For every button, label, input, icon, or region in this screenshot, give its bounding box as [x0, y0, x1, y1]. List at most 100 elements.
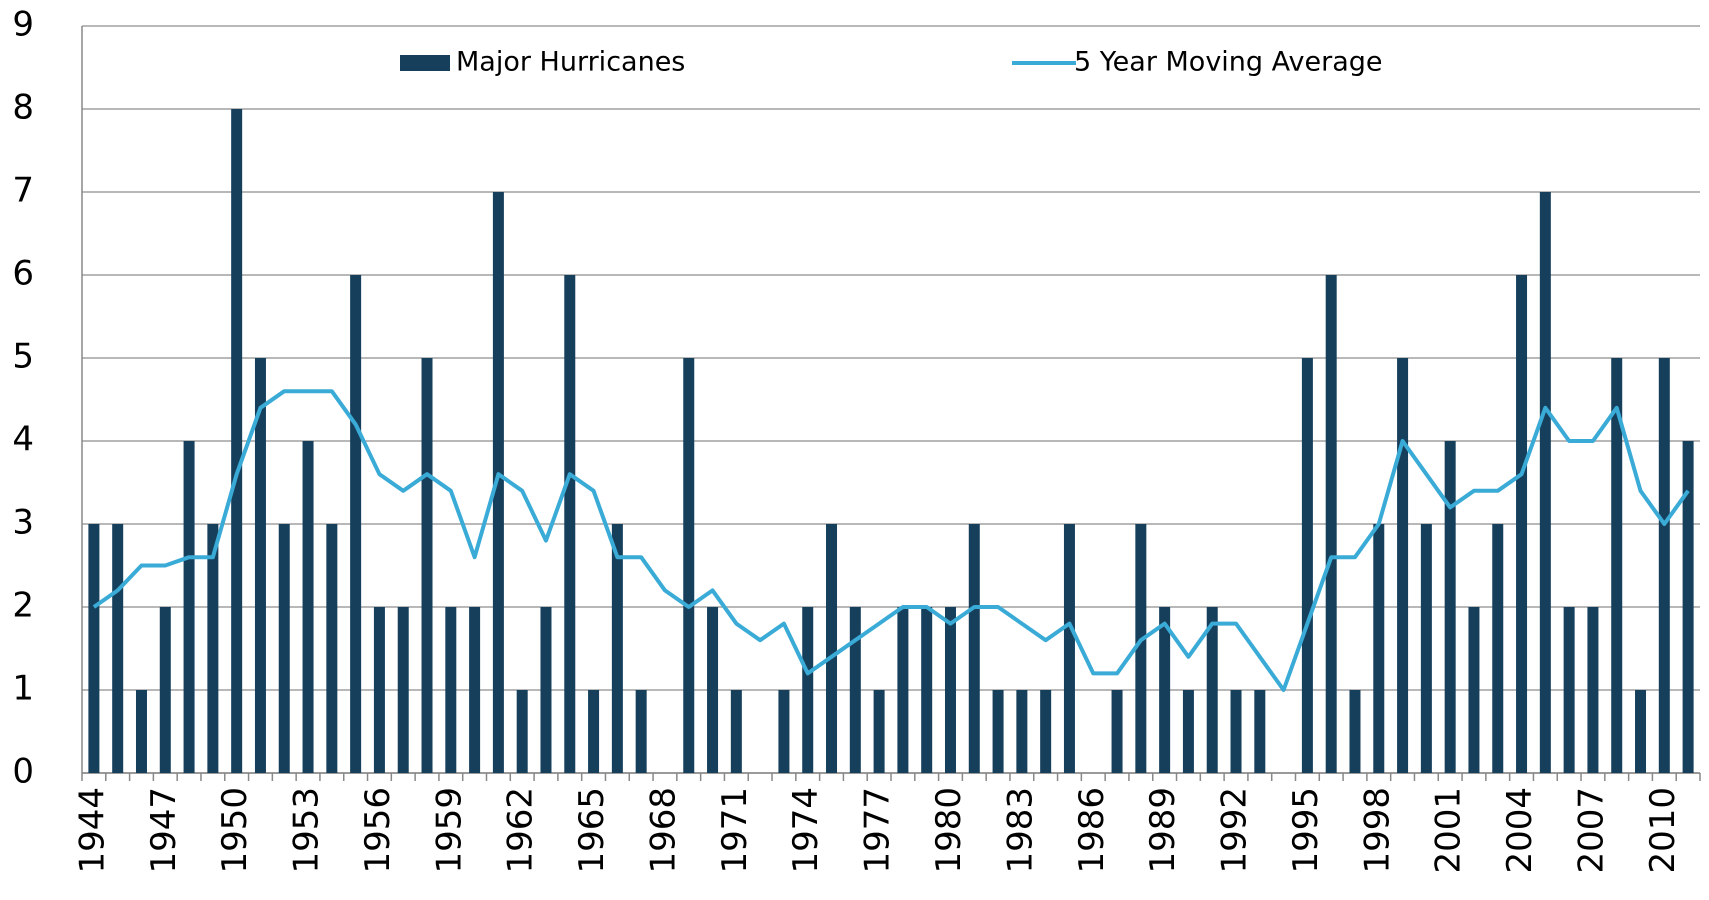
y-tick-label: 6 [12, 254, 34, 294]
bar [350, 275, 362, 773]
x-tick-label: 1965 [572, 787, 612, 874]
bar [826, 524, 838, 773]
line [92, 389, 1690, 692]
y-tick-label: 9 [12, 5, 34, 45]
bar [88, 524, 100, 773]
x-tick-label: 1950 [215, 787, 255, 874]
bar [1182, 690, 1194, 773]
bar [1111, 690, 1123, 773]
bar [1159, 607, 1171, 773]
legend-label: Major Hurricanes [456, 47, 685, 78]
bar [1587, 607, 1599, 773]
bar [159, 607, 171, 773]
y-tick-label: 1 [12, 669, 34, 709]
x-tick-label: 1977 [858, 787, 898, 874]
bar [112, 524, 124, 773]
bar [707, 607, 719, 773]
x-tick-label: 1992 [1215, 787, 1255, 874]
bar [1516, 275, 1528, 773]
bar [445, 607, 457, 773]
bar [873, 690, 885, 773]
bar [1539, 192, 1551, 773]
bar [207, 524, 219, 773]
bar [921, 607, 933, 773]
bar [1635, 690, 1647, 773]
bar [1682, 441, 1694, 773]
bar [611, 524, 623, 773]
x-tick-label: 1962 [501, 787, 541, 874]
x-tick-label: 1944 [72, 787, 112, 874]
bar [849, 607, 861, 773]
bar [802, 607, 814, 773]
x-tick-label: 2004 [1500, 787, 1540, 874]
x-tick-label: 1974 [786, 787, 826, 874]
bar [516, 690, 528, 773]
bar [635, 690, 647, 773]
bar [278, 524, 290, 773]
y-tick-label: 7 [12, 171, 34, 211]
y-tick-label: 4 [12, 420, 34, 460]
bar [1016, 690, 1028, 773]
x-tick-label: 1947 [144, 787, 184, 874]
y-tick-label: 8 [12, 88, 34, 128]
x-tick-label: 1980 [929, 787, 969, 874]
bar [421, 358, 433, 773]
bar [1206, 607, 1218, 773]
bar [492, 192, 504, 773]
x-tick-label: 1959 [429, 787, 469, 874]
legend-label: 5 Year Moving Average [1074, 47, 1383, 78]
bar [1563, 607, 1575, 773]
x-tick-label: 2010 [1643, 787, 1683, 874]
bar [254, 358, 266, 773]
legend-swatch [400, 55, 450, 71]
bar [1658, 358, 1670, 773]
x-tick-label: 1956 [358, 787, 398, 874]
x-tick-label: 1953 [287, 787, 327, 874]
bar [397, 607, 409, 773]
bar [897, 607, 909, 773]
bar [326, 524, 338, 773]
bar [1611, 358, 1623, 773]
x-tick-label: 1989 [1143, 787, 1183, 874]
x-tick-label: 1968 [643, 787, 683, 874]
bar [1254, 690, 1266, 773]
bar [1468, 607, 1480, 773]
bar [302, 441, 314, 773]
y-tick-label: 5 [12, 337, 34, 377]
x-tick-label: 1971 [715, 787, 755, 874]
x-tick-label: 1995 [1286, 787, 1326, 874]
bar [135, 690, 147, 773]
bar [1301, 358, 1313, 773]
bar [968, 524, 980, 773]
y-tick-label: 3 [12, 503, 34, 543]
x-tick-label: 2007 [1571, 787, 1611, 874]
bar [730, 690, 742, 773]
x-tick-label: 1983 [1000, 787, 1040, 874]
bar [1135, 524, 1147, 773]
bar [469, 607, 481, 773]
bar [231, 109, 243, 773]
bar [183, 441, 195, 773]
bar [944, 607, 956, 773]
bar [1349, 690, 1361, 773]
x-tick-label: 2001 [1429, 787, 1469, 874]
x-tick-label: 1998 [1357, 787, 1397, 874]
bar [373, 607, 385, 773]
bar [1420, 524, 1432, 773]
bar [1373, 524, 1385, 773]
bar [1397, 358, 1409, 773]
bar [1492, 524, 1504, 773]
bar [1444, 441, 1456, 773]
bar [1040, 690, 1052, 773]
bar [683, 358, 695, 773]
bar [1230, 690, 1242, 773]
bar [778, 690, 790, 773]
bar [564, 275, 576, 773]
bar [588, 690, 600, 773]
bar [540, 607, 552, 773]
bar [1063, 524, 1075, 773]
bar [992, 690, 1004, 773]
y-tick-label: 2 [12, 586, 34, 626]
